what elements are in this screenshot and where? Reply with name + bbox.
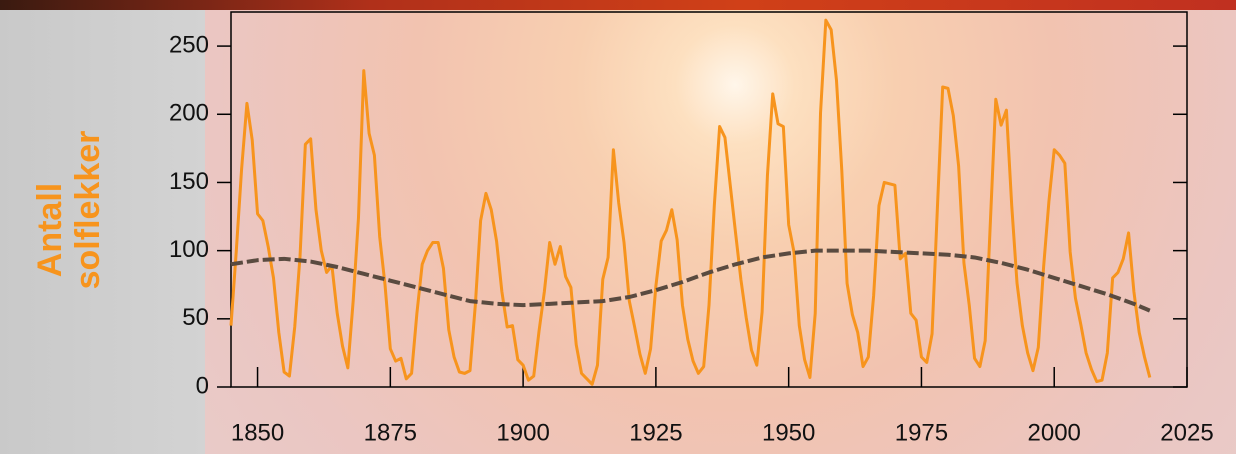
y-tick-label: 150 xyxy=(169,168,209,195)
x-tick-label: 2025 xyxy=(1160,419,1213,446)
y-tick-label: 0 xyxy=(196,372,209,399)
series-line xyxy=(229,18,1152,386)
y-tick-label: 200 xyxy=(169,100,209,127)
x-tick-label: 1900 xyxy=(496,419,549,446)
x-tick-label: 1850 xyxy=(231,419,284,446)
y-tick-label: 100 xyxy=(169,236,209,263)
plot-frame xyxy=(230,11,1188,388)
x-tick-label: 1975 xyxy=(895,419,948,446)
x-tick-label: 1875 xyxy=(364,419,417,446)
x-tick-label: 1925 xyxy=(629,419,682,446)
y-axis-label: Antall xyxy=(31,183,69,277)
series-line xyxy=(230,248,1151,313)
x-tick-label: 1950 xyxy=(762,419,815,446)
x-tick-label: 2000 xyxy=(1028,419,1081,446)
y-axis-label: solflekker xyxy=(69,131,107,290)
y-tick-label: 50 xyxy=(182,304,209,331)
y-tick-label: 250 xyxy=(169,31,209,58)
